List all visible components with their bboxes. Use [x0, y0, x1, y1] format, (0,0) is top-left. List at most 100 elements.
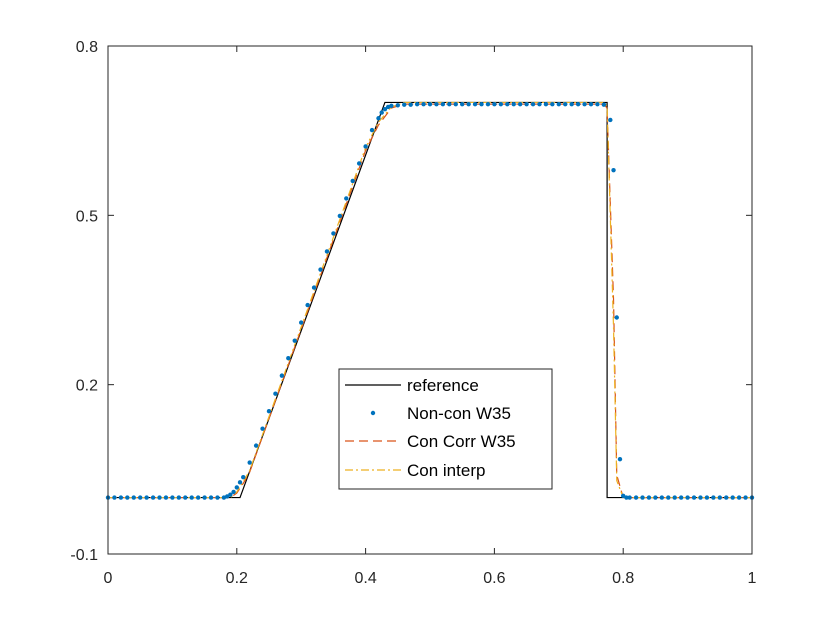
- data-point: [617, 456, 623, 462]
- data-point: [350, 178, 355, 184]
- data-point: [640, 495, 645, 500]
- data-point: [195, 495, 201, 500]
- data-point: [724, 495, 729, 500]
- data-point: [505, 101, 510, 107]
- data-point: [337, 213, 343, 219]
- data-point: [582, 101, 587, 107]
- data-point: [305, 302, 310, 308]
- legend-box: [338, 368, 553, 490]
- y-tick-label: -0.1: [70, 547, 98, 564]
- legend-label-reference: reference: [407, 376, 479, 395]
- tick-layer: 0 0.2 0.4 0.6 0.8 1 -0.1 0.2 0.5 0.8: [70, 39, 756, 587]
- x-tick-label: 0.8: [612, 570, 634, 587]
- data-point: [743, 495, 748, 500]
- data-point: [530, 101, 536, 107]
- data-point: [659, 495, 665, 500]
- data-point: [633, 495, 639, 500]
- data-point: [498, 101, 504, 107]
- series-non-con-w35: [105, 101, 755, 500]
- data-point: [608, 117, 613, 123]
- data-point: [556, 101, 561, 107]
- legend: reference Non-con W35 Con Corr W35 Con i…: [338, 368, 553, 490]
- data-point: [253, 443, 259, 448]
- data-point: [627, 495, 632, 500]
- data-point: [208, 495, 214, 500]
- data-point: [472, 101, 478, 107]
- data-point: [237, 480, 243, 485]
- data-point: [125, 495, 130, 500]
- data-point: [395, 103, 400, 108]
- data-point: [183, 495, 188, 500]
- data-point: [382, 107, 388, 112]
- legend-label-con-interp: Con interp: [407, 461, 485, 480]
- data-point: [492, 101, 497, 107]
- data-point: [170, 495, 175, 500]
- data-point: [408, 102, 413, 107]
- legend-label-non-con-w35: Non-con W35: [407, 404, 511, 423]
- data-point: [434, 101, 439, 107]
- data-point: [202, 495, 207, 500]
- x-tick-label: 0: [104, 570, 113, 587]
- data-point: [447, 101, 452, 107]
- data-point: [537, 101, 542, 107]
- data-point: [150, 495, 156, 500]
- data-point: [485, 101, 491, 107]
- legend-swatch-non-con-w35: [370, 410, 376, 416]
- axes-box: [107, 45, 753, 555]
- data-point: [466, 101, 471, 107]
- data-point: [379, 110, 384, 115]
- data-point: [260, 426, 265, 431]
- data-point: [266, 408, 272, 414]
- data-point: [717, 495, 722, 500]
- data-point: [299, 320, 304, 325]
- series-layer: [105, 101, 755, 500]
- data-point: [369, 127, 375, 133]
- data-point: [646, 495, 652, 500]
- data-point: [601, 102, 607, 107]
- y-tick-label: 0.5: [76, 208, 98, 225]
- data-point: [311, 285, 317, 290]
- x-tick-label: 0.6: [483, 570, 505, 587]
- data-point: [318, 267, 323, 272]
- data-point: [324, 249, 330, 254]
- data-point: [344, 196, 349, 201]
- data-point: [730, 495, 735, 500]
- data-point: [376, 116, 381, 121]
- data-point: [543, 101, 549, 107]
- data-point: [563, 101, 568, 107]
- data-point: [389, 103, 394, 109]
- y-tick-label: 0.8: [76, 39, 98, 56]
- data-point: [666, 495, 671, 500]
- data-point: [273, 391, 278, 396]
- data-point: [163, 495, 169, 500]
- data-point: [286, 355, 291, 361]
- data-point: [595, 101, 600, 107]
- data-point: [224, 494, 230, 499]
- x-tick-label: 0.2: [226, 570, 248, 587]
- data-point: [653, 495, 658, 500]
- data-point: [588, 101, 594, 107]
- data-point: [621, 493, 626, 499]
- data-point: [421, 101, 426, 107]
- data-point: [511, 101, 516, 107]
- data-point: [118, 495, 124, 500]
- data-point: [672, 495, 677, 500]
- data-point: [279, 373, 285, 378]
- data-point: [414, 101, 420, 107]
- data-point: [427, 101, 433, 107]
- data-point: [234, 485, 239, 490]
- data-point: [138, 495, 143, 500]
- data-point: [176, 495, 182, 500]
- data-point: [575, 101, 581, 107]
- data-point: [698, 495, 703, 500]
- data-point: [363, 144, 368, 149]
- data-point: [131, 495, 136, 500]
- series-line-con-corr-w35: [108, 103, 752, 499]
- data-point: [611, 167, 616, 173]
- data-point: [231, 489, 236, 495]
- data-point: [228, 492, 233, 497]
- x-tick-label: 1: [748, 570, 757, 587]
- data-point: [460, 101, 465, 107]
- x-tick-label: 0.4: [354, 570, 376, 587]
